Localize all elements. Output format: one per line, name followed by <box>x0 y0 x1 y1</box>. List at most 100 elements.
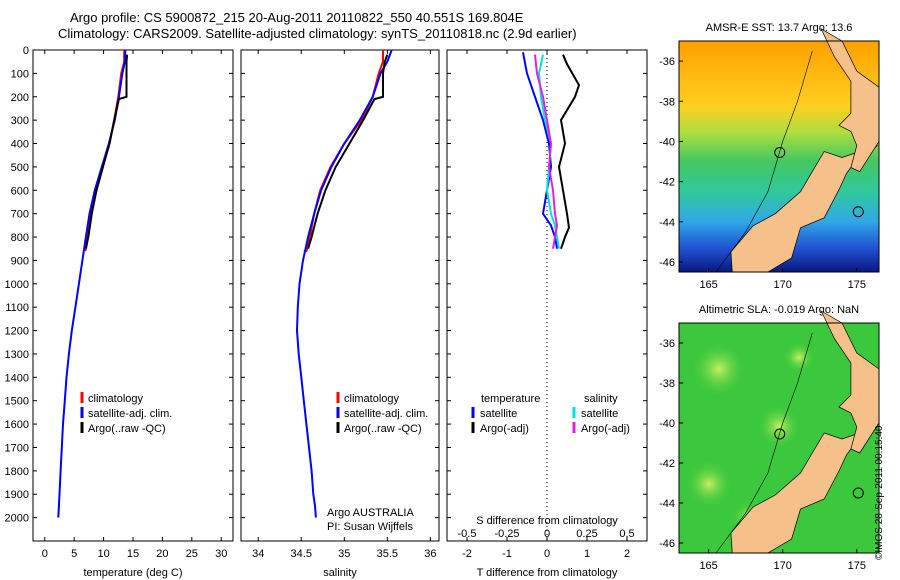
y-tick-label: -46 <box>659 538 675 550</box>
figure-title: Argo profile: CS 5900872_215 20-Aug-2011… <box>70 10 524 25</box>
x-tick-label: 0 <box>544 548 550 560</box>
y-tick-label: -46 <box>659 257 675 269</box>
y-tick-label: 200 <box>11 92 29 104</box>
x-tick-label: 175 <box>848 279 866 291</box>
y-tick-label: 1300 <box>5 349 29 361</box>
x-tick-label: 175 <box>848 560 866 572</box>
x-tick-label: 165 <box>699 279 717 291</box>
y-tick-label: 1100 <box>5 302 29 314</box>
argo-float-marker <box>774 146 786 158</box>
figure-subtitle: Climatology: CARS2009. Satellite-adjuste… <box>58 26 577 41</box>
legend-label: satellite-adj. clim. <box>88 408 172 420</box>
legend-label: Argo(-adj) <box>480 423 529 435</box>
y-tick-label: 1600 <box>5 419 29 431</box>
sla-anomaly <box>757 404 801 449</box>
x-tick-label: 170 <box>774 279 792 291</box>
y-tick-label: 1000 <box>5 279 29 291</box>
sla-anomaly <box>691 341 747 397</box>
y-tick-label: 1900 <box>5 489 29 501</box>
x-tick-label: -2 <box>462 548 472 560</box>
sla-anomaly <box>783 341 815 374</box>
x-axis-label: temperature (deg C) <box>83 567 182 579</box>
y-tick-label: 600 <box>11 185 29 197</box>
x-tick-label: -1 <box>502 548 512 560</box>
legend-label: Argo(-adj) <box>581 423 630 435</box>
y-tick-label: -42 <box>659 458 675 470</box>
plot-frame <box>32 49 234 542</box>
y-tick-label: -44 <box>659 498 675 510</box>
x-tick-label: 35 <box>338 548 350 560</box>
x-tick-label: 5 <box>71 548 77 560</box>
x-tick-label: 10 <box>97 548 109 560</box>
legend-title: temperature <box>481 393 540 405</box>
y-tick-label: 500 <box>11 162 29 174</box>
panel-temperature: 0100200300400500600700800900100011001200… <box>5 45 234 579</box>
y-tick-label: -38 <box>659 378 675 390</box>
legend-label: satellite <box>480 408 517 420</box>
map-title: Altimetric SLA: -0.019 Argo: NaN <box>699 304 859 316</box>
y-tick-label: 100 <box>11 68 29 80</box>
y-tick-label: -36 <box>659 338 675 350</box>
y-tick-label: -38 <box>659 96 675 108</box>
legend-label: climatology <box>344 393 400 405</box>
legend-title: salinity <box>584 393 618 405</box>
reference-marker <box>852 206 864 218</box>
y-tick-label: 800 <box>11 232 29 244</box>
y-tick-label: -36 <box>659 56 675 68</box>
y-tick-label: 2000 <box>5 513 29 525</box>
y-tick-label: 900 <box>11 255 29 267</box>
x-tick-label: 30 <box>215 548 227 560</box>
y-tick-label: 1200 <box>5 326 29 338</box>
salinity-tick-label: 0.5 <box>619 528 634 540</box>
map-sst-map: AMSR-E SST: 13.7 Argo: 13.6 -36 -38 -40 -42 -… <box>659 22 880 291</box>
annotation: PI: Susan Wijffels <box>327 521 413 533</box>
salinity-tick-label: 0.25 <box>576 528 597 540</box>
x-tick-label: 0 <box>42 548 48 560</box>
y-tick-label: 1700 <box>5 442 29 454</box>
reference-marker <box>852 487 864 499</box>
series-line-satellite-adj-clim- <box>295 49 393 518</box>
x-tick-label: 34 <box>252 548 264 560</box>
x-tick-label: 1 <box>584 548 590 560</box>
series-line-salinity-argo-adj- <box>534 54 559 249</box>
x-tick-label: 15 <box>127 548 139 560</box>
series-line-temperature-satellite <box>522 52 558 249</box>
series-line-temperature-argo-adj- <box>557 54 581 250</box>
legend-label: satellite-adj. clim. <box>344 408 428 420</box>
plot-frame <box>240 49 440 542</box>
map-frame <box>678 40 880 273</box>
y-tick-label: 1500 <box>5 396 29 408</box>
x-tick-label: 170 <box>774 560 792 572</box>
bathymetry-contour <box>715 50 813 273</box>
x-tick-label: 35.5 <box>377 548 398 560</box>
y-tick-label: 700 <box>11 209 29 221</box>
y-tick-label: -40 <box>659 418 675 430</box>
series-line-argo-raw-qc- <box>84 54 129 249</box>
salinity-tick-label: -0.5 <box>458 528 477 540</box>
sla-anomaly <box>685 460 733 508</box>
map-title: AMSR-E SST: 13.7 Argo: 13.6 <box>706 22 853 34</box>
x-tick-label: 25 <box>186 548 198 560</box>
legend-label: Argo(..raw -QC) <box>88 423 166 435</box>
map-frame <box>678 322 880 554</box>
argo-float-marker <box>774 428 786 440</box>
y-tick-label: -42 <box>659 177 675 189</box>
x-tick-label: 36 <box>424 548 436 560</box>
panel-salinity: 34 34.5 35 35.5 36 salinity climatology satelli… <box>240 49 440 579</box>
map-sla-map: Altimetric SLA: -0.019 Argo: NaN -36 -38 -4… <box>659 304 880 572</box>
salinity-tick-label: 0 <box>544 528 550 540</box>
legend-label: Argo(..raw -QC) <box>344 423 422 435</box>
salinity-tick-label: -0.25 <box>494 528 519 540</box>
x-axis-label: T difference from climatology <box>477 567 618 579</box>
annotation: Argo AUSTRALIA <box>327 507 414 519</box>
x-tick-label: 2 <box>624 548 630 560</box>
bathymetry-contour <box>715 332 813 554</box>
x-axis-label: salinity <box>323 567 357 579</box>
panel-difference: -2 -1 0 1 2 -0.5 -0.25 0 0.25 0.5S difference fro… <box>446 49 648 579</box>
legend-label: satellite <box>581 408 618 420</box>
land-north-island <box>820 310 880 454</box>
y-tick-label: -40 <box>659 136 675 148</box>
legend-label: climatology <box>88 393 144 405</box>
land-north-island <box>820 28 880 173</box>
